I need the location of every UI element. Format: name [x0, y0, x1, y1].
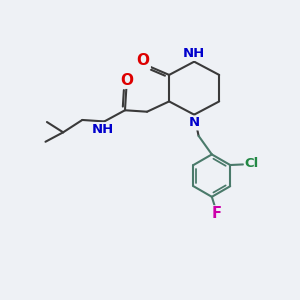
Text: NH: NH — [183, 47, 205, 60]
Text: F: F — [211, 206, 221, 221]
Text: NH: NH — [92, 123, 114, 136]
Text: O: O — [137, 53, 150, 68]
Text: Cl: Cl — [245, 157, 259, 170]
Text: N: N — [189, 116, 200, 129]
Text: O: O — [120, 73, 133, 88]
